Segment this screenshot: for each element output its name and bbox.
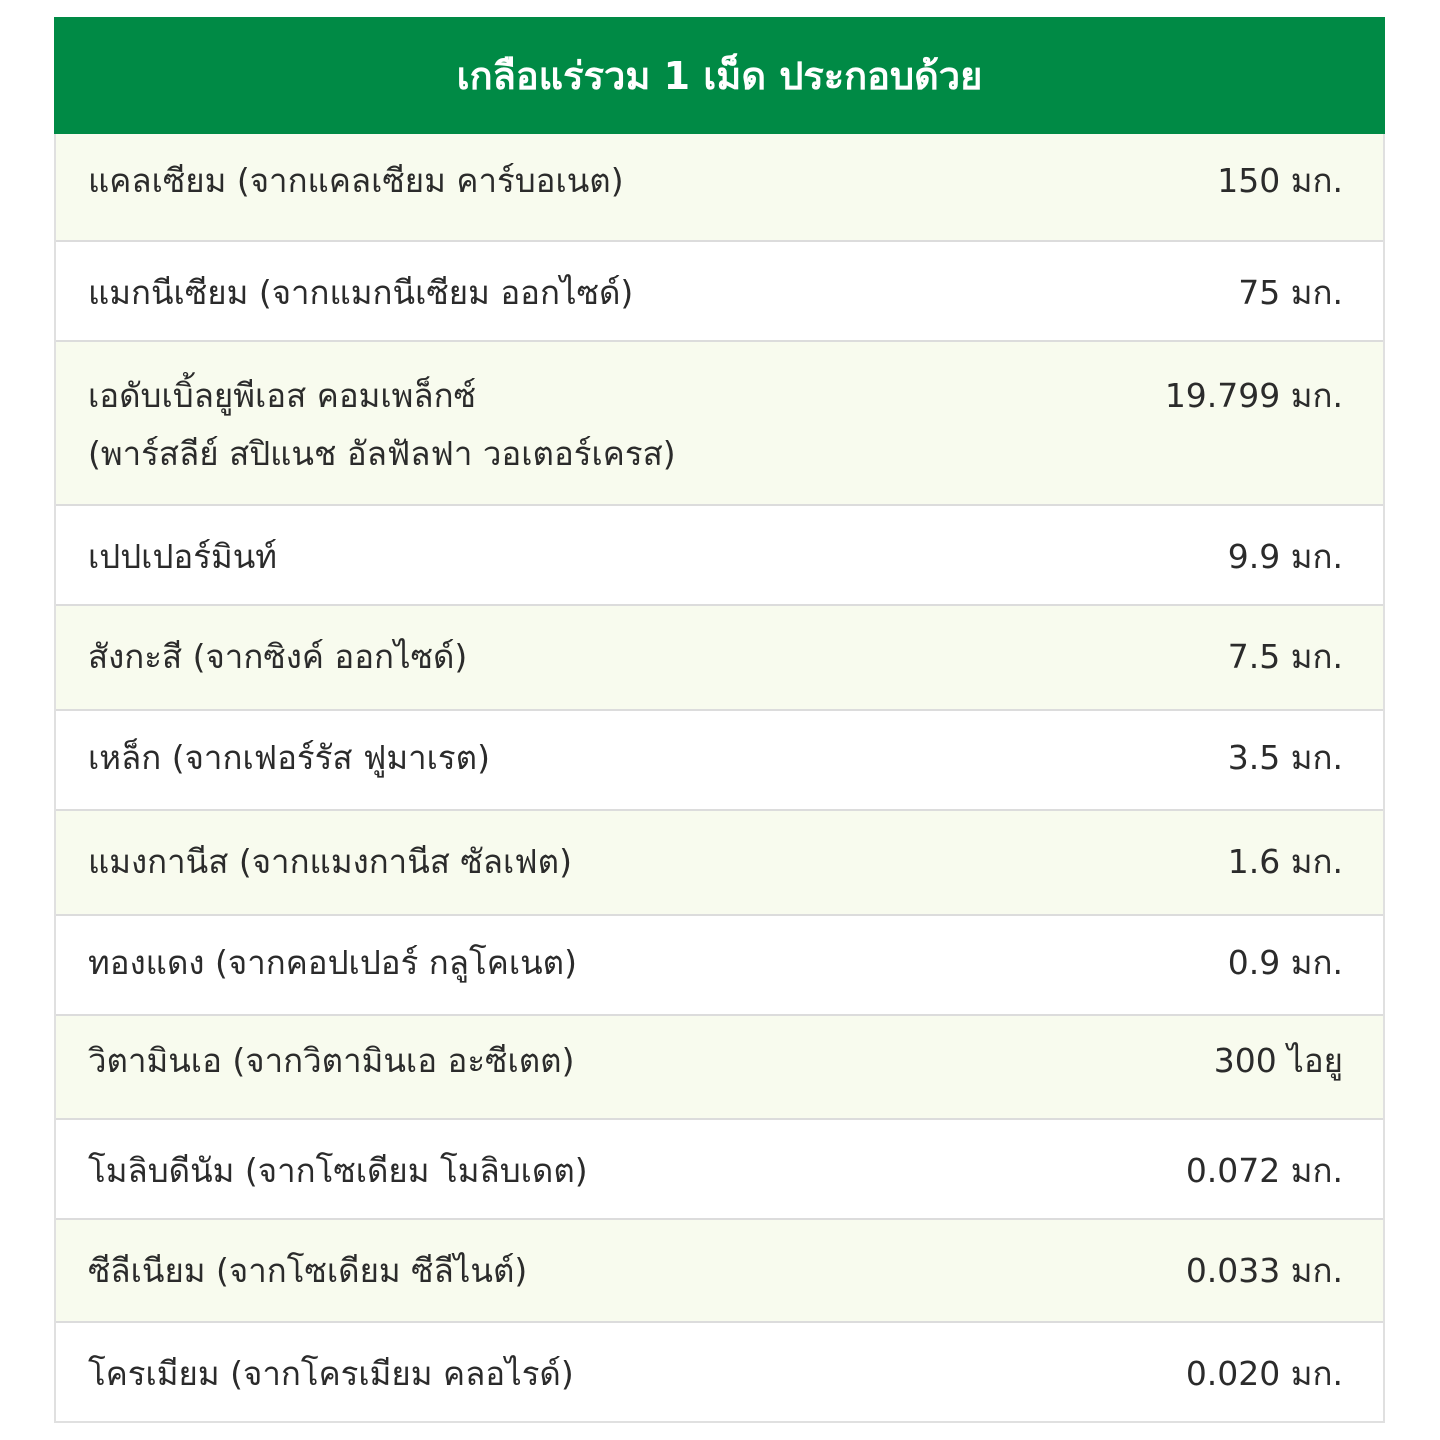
ingredient-name: แมกนีเซียม (จากแมกนีเซียม ออกไซด์) bbox=[88, 264, 633, 322]
table-row: โมลิบดีนัม (จากโซเดียม โมลิบเดต) 0.072 มก… bbox=[56, 1118, 1383, 1218]
table-row: วิตามินเอ (จากวิตามินเอ อะซีเตต) 300 ไอยู bbox=[56, 1014, 1383, 1118]
ingredient-name-line: แมกนีเซียม (จากแมกนีเซียม ออกไซด์) bbox=[88, 273, 634, 312]
table-row: เอดับเบิ้ลยูพีเอส คอมเพล็กซ์ (พาร์สลีย์ ส… bbox=[56, 340, 1383, 504]
ingredient-name-line: สังกะสี (จากซิงค์ ออกไซด์) bbox=[88, 637, 468, 676]
ingredient-name-line: แคลเซียม (จากแคลเซียม คาร์บอเนต) bbox=[88, 161, 624, 200]
ingredient-name-line: วิตามินเอ (จากวิตามินเอ อะซีเตต) bbox=[88, 1041, 575, 1080]
ingredient-name-line-2: (พาร์สลีย์ สปิแนช อัลฟัลฟา วอเตอร์เครส) bbox=[88, 434, 676, 473]
table-row: โครเมียม (จากโครเมียม คลอไรด์) 0.020 มก. bbox=[56, 1321, 1383, 1421]
table-row: แมงกานีส (จากแมงกานีส ซัลเฟต) 1.6 มก. bbox=[56, 809, 1383, 914]
ingredient-name: ซีลีเนียม (จากโซเดียม ซีลีไนต์) bbox=[88, 1242, 527, 1300]
ingredient-name: เปปเปอร์มินท์ bbox=[88, 528, 277, 586]
ingredient-name: เอดับเบิ้ลยูพีเอส คอมเพล็กซ์ (พาร์สลีย์ ส… bbox=[88, 367, 676, 483]
ingredient-name-line: เอดับเบิ้ลยูพีเอส คอมเพล็กซ์ bbox=[88, 376, 477, 415]
ingredient-name-line: ซีลีเนียม (จากโซเดียม ซีลีไนต์) bbox=[88, 1251, 528, 1290]
ingredient-name: แมงกานีส (จากแมงกานีส ซัลเฟต) bbox=[88, 833, 572, 891]
table-title: เกลือแร่รวม 1 เม็ด ประกอบด้วย bbox=[456, 54, 983, 98]
ingredient-name: วิตามินเอ (จากวิตามินเอ อะซีเตต) bbox=[88, 1032, 574, 1090]
ingredient-amount: 150 มก. bbox=[1217, 161, 1343, 200]
ingredient-amount: 9.9 มก. bbox=[1227, 537, 1343, 576]
table-row: สังกะสี (จากซิงค์ ออกไซด์) 7.5 มก. bbox=[56, 604, 1383, 709]
ingredient-name-line: แมงกานีส (จากแมงกานีส ซัลเฟต) bbox=[88, 842, 572, 881]
ingredient-name: โมลิบดีนัม (จากโซเดียม โมลิบเดต) bbox=[88, 1142, 588, 1200]
ingredient-name-line: เหล็ก (จากเฟอร์รัส ฟูมาเรต) bbox=[88, 738, 490, 777]
ingredient-name-line: โมลิบดีนัม (จากโซเดียม โมลิบเดต) bbox=[88, 1151, 588, 1190]
table-header: เกลือแร่รวม 1 เม็ด ประกอบด้วย bbox=[54, 17, 1385, 134]
ingredient-name: สังกะสี (จากซิงค์ ออกไซด์) bbox=[88, 628, 467, 686]
ingredients-table: เกลือแร่รวม 1 เม็ด ประกอบด้วย แคลเซียม (… bbox=[54, 17, 1385, 1423]
ingredient-amount: 3.5 มก. bbox=[1227, 738, 1343, 777]
ingredient-amount: 0.072 มก. bbox=[1185, 1151, 1343, 1190]
table-body: แคลเซียม (จากแคลเซียม คาร์บอเนต) 150 มก. แ… bbox=[56, 134, 1383, 1421]
table-row: แคลเซียม (จากแคลเซียม คาร์บอเนต) 150 มก. bbox=[56, 134, 1383, 240]
ingredient-amount: 0.033 มก. bbox=[1185, 1251, 1343, 1290]
ingredient-name-line: โครเมียม (จากโครเมียม คลอไรด์) bbox=[88, 1354, 574, 1393]
ingredient-amount: 300 ไอยู bbox=[1213, 1041, 1343, 1080]
ingredient-name: เหล็ก (จากเฟอร์รัส ฟูมาเรต) bbox=[88, 729, 490, 787]
ingredient-name-line: ทองแดง (จากคอปเปอร์ กลูโคเนต) bbox=[88, 943, 577, 982]
table-row: เปปเปอร์มินท์ 9.9 มก. bbox=[56, 504, 1383, 604]
ingredient-amount: 7.5 มก. bbox=[1227, 637, 1343, 676]
ingredient-amount: 1.6 มก. bbox=[1227, 842, 1343, 881]
table-row: เหล็ก (จากเฟอร์รัส ฟูมาเรต) 3.5 มก. bbox=[56, 709, 1383, 809]
table-row: แมกนีเซียม (จากแมกนีเซียม ออกไซด์) 75 มก. bbox=[56, 240, 1383, 340]
ingredient-name-line: เปปเปอร์มินท์ bbox=[88, 537, 278, 576]
ingredient-amount: 0.020 มก. bbox=[1185, 1354, 1343, 1393]
table-row: ซีลีเนียม (จากโซเดียม ซีลีไนต์) 0.033 มก. bbox=[56, 1218, 1383, 1321]
ingredient-amount: 19.799 มก. bbox=[1164, 376, 1343, 415]
table-row: ทองแดง (จากคอปเปอร์ กลูโคเนต) 0.9 มก. bbox=[56, 914, 1383, 1014]
ingredient-name: แคลเซียม (จากแคลเซียม คาร์บอเนต) bbox=[88, 152, 624, 210]
ingredient-name: โครเมียม (จากโครเมียม คลอไรด์) bbox=[88, 1345, 574, 1403]
ingredient-name: ทองแดง (จากคอปเปอร์ กลูโคเนต) bbox=[88, 934, 577, 992]
ingredient-amount: 75 มก. bbox=[1238, 273, 1343, 312]
ingredient-amount: 0.9 มก. bbox=[1227, 943, 1343, 982]
